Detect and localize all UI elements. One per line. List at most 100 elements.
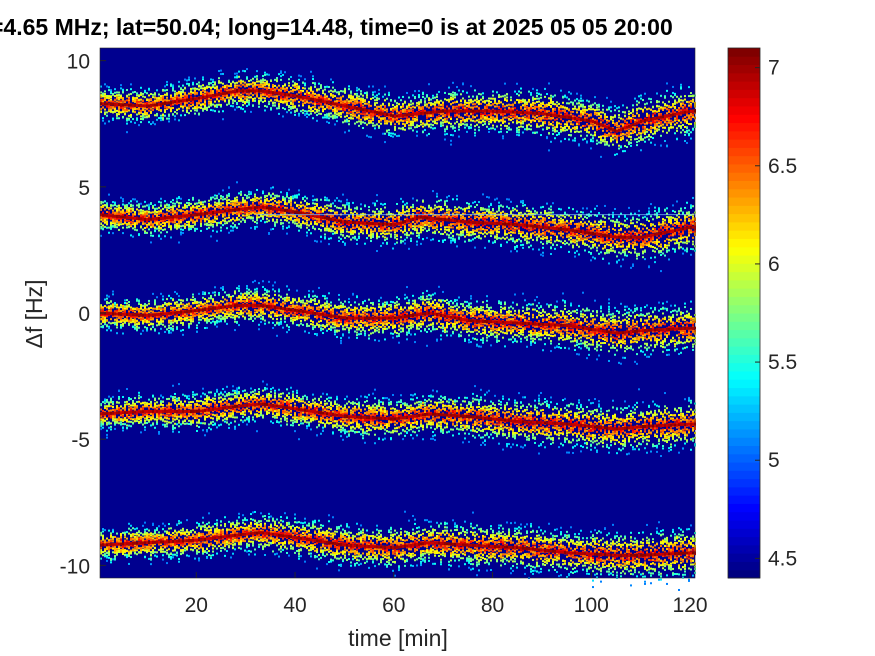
band-pixel <box>426 115 428 118</box>
band-pixel <box>538 106 540 109</box>
band-core <box>510 110 512 114</box>
band-pixel <box>434 106 436 109</box>
band-pixel <box>496 91 498 94</box>
band-pixel <box>118 208 120 211</box>
band-pixel <box>110 207 112 210</box>
band-pixel <box>204 105 206 108</box>
band-pixel <box>658 107 660 110</box>
band-pixel <box>574 105 576 108</box>
band-pixel <box>594 119 596 122</box>
band-pixel <box>444 108 446 111</box>
band-pixel <box>356 98 358 101</box>
band-pixel <box>278 105 280 108</box>
band-pixel <box>224 84 226 87</box>
band-pixel <box>390 134 392 137</box>
band-pixel <box>682 106 684 109</box>
band-pixel <box>458 108 460 111</box>
band-pixel <box>546 114 548 117</box>
band-pixel <box>528 98 530 101</box>
band-pixel <box>150 123 152 126</box>
band-pixel <box>534 132 536 135</box>
band-pixel <box>522 122 524 125</box>
band-pixel <box>378 121 380 124</box>
band-pixel <box>516 133 518 136</box>
band-pixel <box>158 210 160 213</box>
band-pixel <box>162 117 164 120</box>
band-pixel <box>224 98 226 101</box>
band-pixel <box>274 95 276 98</box>
band-pixel <box>154 102 156 105</box>
band-pixel <box>690 117 692 120</box>
band-pixel <box>672 96 674 99</box>
band-pixel <box>156 219 158 222</box>
band-pixel <box>256 91 258 94</box>
band-pixel <box>618 113 620 116</box>
band-pixel <box>654 126 656 129</box>
band-pixel <box>630 144 632 147</box>
band-core <box>612 128 614 132</box>
band-pixel <box>366 102 368 105</box>
band-pixel <box>244 91 246 94</box>
band-pixel <box>626 117 628 120</box>
band-core <box>518 110 520 114</box>
band-pixel <box>596 106 598 109</box>
band-pixel <box>470 126 472 129</box>
band-core <box>234 89 236 93</box>
band-pixel <box>368 105 370 108</box>
band-pixel <box>654 119 656 122</box>
band-pixel <box>100 110 102 113</box>
band-core <box>460 109 462 113</box>
band-pixel <box>106 215 108 218</box>
band-pixel <box>610 136 612 139</box>
band-pixel <box>238 80 240 83</box>
band-pixel <box>550 112 552 115</box>
band-pixel <box>634 118 636 121</box>
band-pixel <box>666 118 668 121</box>
band-pixel <box>450 143 452 146</box>
band-pixel <box>472 116 474 119</box>
band-pixel <box>622 132 624 135</box>
band-pixel <box>104 108 106 111</box>
band-pixel <box>586 134 588 137</box>
band-core <box>592 119 594 123</box>
band-pixel <box>132 108 134 111</box>
band-pixel <box>648 114 650 117</box>
band-pixel <box>460 119 462 122</box>
band-core <box>154 217 156 221</box>
band-pixel <box>134 98 136 101</box>
band-pixel <box>528 109 530 112</box>
band-pixel <box>128 118 130 121</box>
band-pixel <box>126 88 128 91</box>
band-pixel <box>192 101 194 104</box>
band-pixel <box>298 91 300 94</box>
band-pixel <box>278 90 280 93</box>
band-pixel <box>572 127 574 130</box>
band-pixel <box>384 109 386 112</box>
band-pixel <box>442 124 444 127</box>
band-pixel <box>212 109 214 112</box>
band-pixel <box>650 131 652 134</box>
band-pixel <box>662 117 664 120</box>
band-pixel <box>144 222 146 225</box>
band-pixel <box>126 207 128 210</box>
band-pixel <box>104 90 106 93</box>
band-pixel <box>236 102 238 105</box>
band-pixel <box>312 110 314 113</box>
band-core <box>584 118 586 122</box>
band-pixel <box>140 202 142 205</box>
band-pixel <box>246 76 248 79</box>
band-pixel <box>514 107 516 110</box>
band-pixel <box>484 100 486 103</box>
band-pixel <box>558 102 560 105</box>
band-pixel <box>492 103 494 106</box>
band-core <box>374 110 376 114</box>
band-pixel <box>512 108 514 111</box>
band-pixel <box>302 104 304 107</box>
band-pixel <box>146 216 148 219</box>
band-pixel <box>110 110 112 113</box>
band-pixel <box>478 99 480 102</box>
band-core <box>226 91 228 95</box>
band-core <box>196 97 198 101</box>
band-core <box>482 109 484 113</box>
band-pixel <box>216 85 218 88</box>
